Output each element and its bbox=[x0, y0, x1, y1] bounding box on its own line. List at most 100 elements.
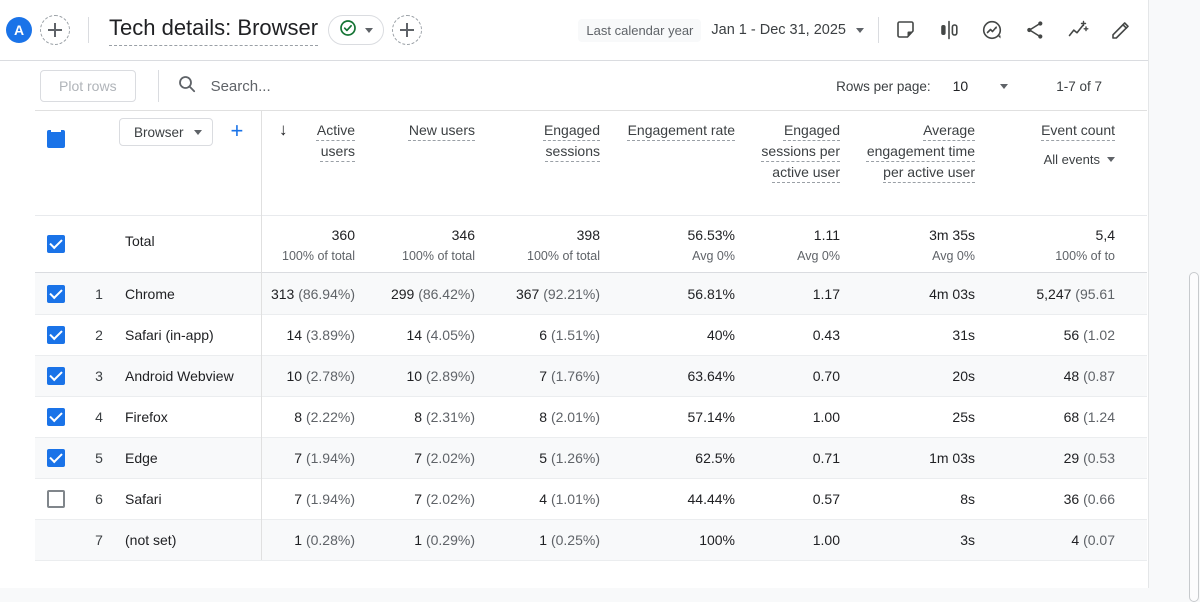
metric-cell: 313 (86.94%) bbox=[270, 285, 355, 302]
chevron-down-icon[interactable] bbox=[1000, 83, 1009, 89]
row-checkbox[interactable] bbox=[47, 490, 65, 508]
row-checkbox[interactable] bbox=[47, 449, 65, 467]
table-row: 7 (not set) 1 (0.28%) 1 (0.29%) 1 (0.25%) 100… bbox=[35, 519, 1147, 560]
total-subvalue: 100% of to bbox=[1055, 249, 1115, 263]
date-range-label: Last calendar year bbox=[578, 18, 702, 42]
spacer bbox=[79, 110, 119, 215]
edit-icon[interactable] bbox=[1108, 17, 1134, 43]
metric-cell: 56 (1.02 bbox=[1063, 327, 1115, 343]
plus-icon bbox=[400, 23, 415, 37]
comparison-icon[interactable] bbox=[936, 17, 962, 43]
chevron-down-icon bbox=[1107, 157, 1115, 162]
metric-cell: 1 (0.29%) bbox=[414, 532, 475, 548]
metric-cell: 8 (2.22%) bbox=[294, 409, 355, 425]
table-row: 6 Safari 7 (1.94%) 7 (2.02%) 4 (1.01%) 44.44%… bbox=[35, 478, 1147, 519]
page-title[interactable]: Tech details: Browser bbox=[109, 15, 319, 46]
row-checkbox[interactable] bbox=[47, 284, 65, 303]
divider bbox=[157, 70, 159, 102]
total-metric-cell: 346 100% of total bbox=[355, 216, 475, 272]
divider bbox=[878, 17, 879, 43]
column-header[interactable]: New users bbox=[355, 110, 475, 215]
event-filter-dropdown[interactable]: All events bbox=[999, 149, 1115, 170]
row-checkbox-cell bbox=[35, 408, 79, 426]
appbar-actions: Last calendar year Jan 1 - Dec 31, 2025 bbox=[578, 17, 1148, 43]
metric-cell: 0.57 bbox=[812, 491, 840, 507]
metric-cell: 7 (1.94%) bbox=[294, 491, 355, 507]
pagination-range: 1-7 of 7 bbox=[1056, 78, 1102, 94]
metric-cell: 10 (2.78%) bbox=[286, 368, 356, 384]
avatar[interactable]: A bbox=[6, 17, 32, 43]
divider bbox=[88, 17, 89, 43]
table-row: 5 Edge 7 (1.94%) 7 (2.02%) 5 (1.26%) 62.5% 0.7… bbox=[35, 437, 1147, 478]
report-card: A Tech details: Browser Last calendar ye… bbox=[0, 0, 1148, 588]
table-row: 1 Chrome 313 (86.94%) 299 (86.42%) 367 (92.2… bbox=[35, 273, 1147, 314]
sort-descending-icon[interactable]: ↓ bbox=[279, 120, 288, 139]
column-header[interactable]: Active users bbox=[261, 110, 355, 215]
metric-cell: 62.5% bbox=[695, 450, 735, 466]
total-label: Total bbox=[125, 233, 155, 249]
dimension-value: Edge bbox=[125, 450, 158, 466]
row-checkbox[interactable] bbox=[47, 408, 65, 426]
metric-cell: 10 (2.89%) bbox=[406, 368, 476, 384]
metric-cell: 20s bbox=[952, 368, 975, 384]
row-number: 6 bbox=[95, 491, 103, 507]
plot-rows-button[interactable]: Plot rows bbox=[40, 70, 136, 102]
share-icon[interactable] bbox=[1022, 17, 1048, 43]
metric-cell: 44.44% bbox=[687, 491, 735, 507]
metric-cell: 5,247 (95.61 bbox=[1036, 285, 1115, 302]
column-header[interactable]: Engaged sessions per active user bbox=[735, 110, 840, 215]
rows-per-page-value[interactable]: 10 bbox=[952, 78, 969, 94]
total-checkbox[interactable] bbox=[47, 235, 65, 253]
metric-cell: 1 (0.25%) bbox=[539, 532, 600, 548]
row-checkbox[interactable] bbox=[47, 367, 65, 385]
metric-cell: 0.70 bbox=[812, 368, 840, 384]
row-checkbox[interactable] bbox=[47, 326, 65, 344]
insights-icon[interactable] bbox=[979, 17, 1005, 43]
metric-cell: 367 (92.21%) bbox=[515, 285, 600, 302]
metric-cell: 68 (1.24 bbox=[1063, 409, 1115, 425]
column-header[interactable]: Event count All events bbox=[975, 110, 1115, 215]
dimension-value: Chrome bbox=[125, 285, 175, 302]
chevron-down-icon bbox=[365, 27, 374, 33]
table-body: 1 Chrome 313 (86.94%) 299 (86.42%) 367 (92.2… bbox=[35, 273, 1147, 561]
vertical-scrollbar[interactable] bbox=[1189, 272, 1199, 602]
total-subvalue: 100% of total bbox=[282, 249, 355, 263]
total-value: 3m 35s bbox=[929, 227, 975, 243]
metric-cell: 4m 03s bbox=[929, 285, 975, 302]
date-range-value[interactable]: Jan 1 - Dec 31, 2025 bbox=[711, 22, 846, 38]
total-metric-cell: 398 100% of total bbox=[475, 216, 600, 272]
check-circle-icon bbox=[339, 19, 357, 42]
data-table: Browser + Active users New users Engaged s… bbox=[35, 110, 1147, 561]
add-report-button[interactable] bbox=[40, 15, 70, 45]
sparkline-insights-icon[interactable] bbox=[1065, 17, 1091, 43]
column-header[interactable]: Engaged sessions bbox=[475, 110, 600, 215]
metric-cell: 1.00 bbox=[812, 532, 840, 548]
metric-cell: 3s bbox=[960, 532, 975, 548]
add-dimension-button[interactable]: + bbox=[230, 118, 244, 143]
total-metric-cell: 1.11 Avg 0% bbox=[735, 216, 840, 272]
metric-cell: 56.81% bbox=[687, 285, 735, 302]
add-tab-button[interactable] bbox=[392, 15, 423, 45]
chevron-down-icon[interactable] bbox=[856, 27, 864, 33]
search-input[interactable] bbox=[210, 77, 591, 95]
column-header-label: Engagement rate bbox=[627, 122, 735, 138]
metric-cell: 14 (3.89%) bbox=[286, 327, 356, 343]
metric-cell: 100% bbox=[699, 532, 735, 548]
metric-cell: 40% bbox=[706, 327, 735, 343]
row-number: 1 bbox=[95, 285, 103, 302]
dimension-selector[interactable]: Browser bbox=[119, 118, 213, 146]
row-number: 4 bbox=[95, 409, 103, 425]
report-status-dropdown[interactable] bbox=[328, 15, 385, 45]
total-metric-cell: 5,4 100% of to bbox=[975, 216, 1115, 272]
notes-icon[interactable] bbox=[893, 17, 919, 43]
dimension-selector-label: Browser bbox=[134, 124, 184, 140]
select-all-checkbox[interactable] bbox=[47, 130, 65, 148]
column-header[interactable]: Average engagement time per active user bbox=[840, 110, 975, 215]
metric-cell: 4 (0.07 bbox=[1071, 532, 1115, 548]
metric-cell: 8s bbox=[960, 491, 975, 507]
metric-cell: 29 (0.53 bbox=[1063, 450, 1115, 466]
column-header[interactable]: Engagement rate bbox=[600, 110, 735, 215]
dimension-value: (not set) bbox=[125, 532, 177, 548]
table-row: 4 Firefox 8 (2.22%) 8 (2.31%) 8 (2.01%) 57.14… bbox=[35, 396, 1147, 437]
total-subvalue: Avg 0% bbox=[932, 249, 975, 263]
